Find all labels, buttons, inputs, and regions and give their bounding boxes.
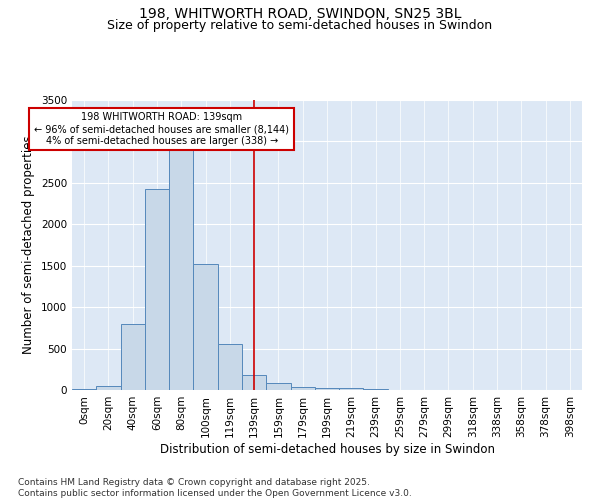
Bar xyxy=(96,386,121,390)
Bar xyxy=(242,375,266,390)
Bar xyxy=(121,324,145,390)
Text: 198, WHITWORTH ROAD, SWINDON, SN25 3BL: 198, WHITWORTH ROAD, SWINDON, SN25 3BL xyxy=(139,8,461,22)
Y-axis label: Number of semi-detached properties: Number of semi-detached properties xyxy=(22,136,35,354)
Bar xyxy=(290,386,315,390)
Bar xyxy=(364,389,388,390)
Bar xyxy=(72,389,96,390)
Bar xyxy=(266,384,290,390)
Bar xyxy=(145,190,169,390)
Bar xyxy=(169,150,193,390)
Bar xyxy=(339,388,364,390)
Text: Contains HM Land Registry data © Crown copyright and database right 2025.
Contai: Contains HM Land Registry data © Crown c… xyxy=(18,478,412,498)
Text: Distribution of semi-detached houses by size in Swindon: Distribution of semi-detached houses by … xyxy=(160,442,494,456)
Text: Size of property relative to semi-detached houses in Swindon: Size of property relative to semi-detach… xyxy=(107,19,493,32)
Text: 198 WHITWORTH ROAD: 139sqm
← 96% of semi-detached houses are smaller (8,144)
4% : 198 WHITWORTH ROAD: 139sqm ← 96% of semi… xyxy=(34,112,289,146)
Bar xyxy=(193,264,218,390)
Bar xyxy=(218,344,242,390)
Bar xyxy=(315,388,339,390)
